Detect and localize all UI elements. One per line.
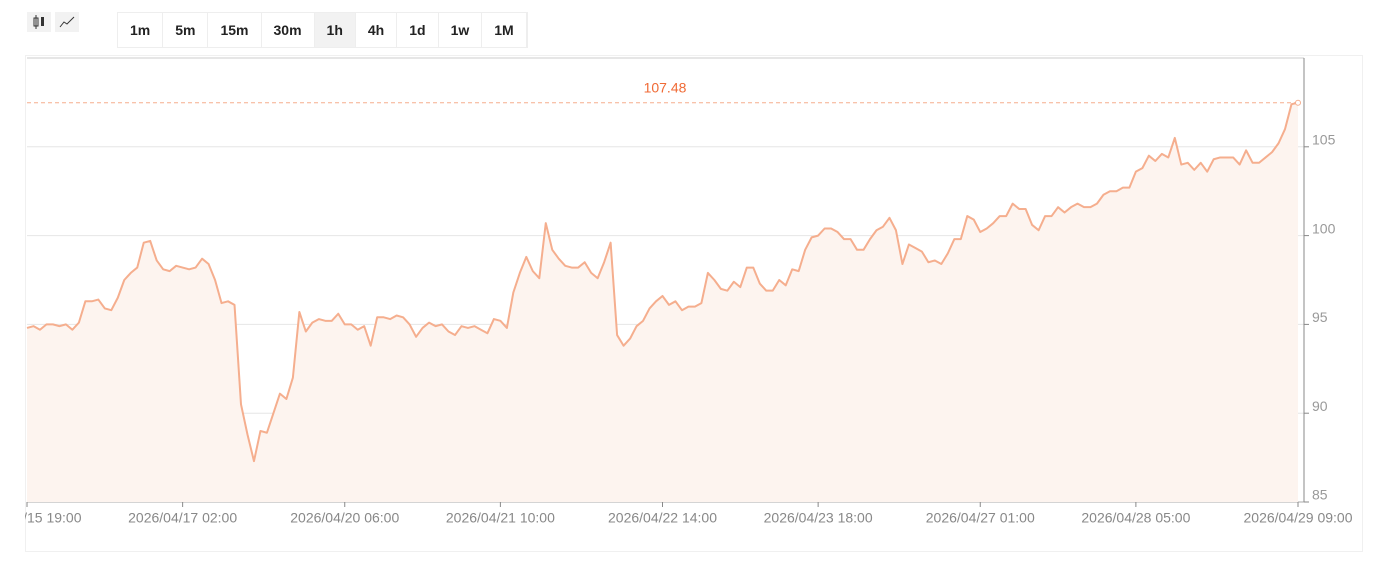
- chart-frame: [25, 55, 1363, 552]
- interval-button[interactable]: 1w: [439, 13, 483, 47]
- interval-button[interactable]: 1m: [118, 13, 164, 47]
- x-tick-label: 2026/04/27 01:00: [926, 510, 1035, 526]
- chart-type-switch: [27, 12, 79, 32]
- interval-button[interactable]: 1h: [314, 13, 356, 47]
- last-price-dot: [1295, 99, 1301, 106]
- x-tick-label: 2026/04/20 06:00: [290, 510, 399, 526]
- x-tick-label: 2026/04/21 10:00: [446, 510, 555, 526]
- x-tick-label: 2026/04/15 19:00: [0, 510, 82, 526]
- area: [27, 102, 1298, 503]
- x-tick-label: 2026/04/23 18:00: [764, 510, 873, 526]
- interval-bar: 1m 5m 15m 30m 1h 4h 1d 1w 1M: [117, 12, 528, 48]
- x-tick-label: 2026/04/28 05:00: [1081, 510, 1190, 526]
- y-tick-label: 90: [1312, 398, 1328, 414]
- price-line: [26, 101, 1299, 463]
- interval-button[interactable]: 15m: [208, 13, 262, 47]
- interval-button[interactable]: 1M: [482, 13, 527, 47]
- candle-glyph: [33, 15, 44, 29]
- x-tick-label: 2026/04/29 09:00: [1244, 510, 1353, 526]
- interval-button[interactable]: 4h: [356, 13, 398, 47]
- interval-button[interactable]: 5m: [163, 13, 209, 47]
- interval-button[interactable]: 1d: [397, 13, 439, 47]
- y-tick-label: 85: [1312, 487, 1328, 503]
- y-tick-label: 95: [1312, 309, 1328, 325]
- x-tick-label: 2026/04/17 02:00: [128, 510, 237, 526]
- y-tick-label: 105: [1312, 132, 1336, 148]
- x-axis-labels: 2026/04/15 19:00 2026/04/17 02:00 2026/04/…: [0, 510, 1353, 526]
- interval-button[interactable]: 30m: [262, 13, 315, 47]
- line-icon[interactable]: [55, 12, 79, 32]
- line-glyph: [59, 16, 75, 28]
- candle-icon[interactable]: [27, 12, 51, 32]
- y-tick-label: 100: [1312, 220, 1336, 236]
- last-price-label: 107.48: [644, 79, 687, 95]
- x-tick-label: 2026/04/22 14:00: [608, 510, 717, 526]
